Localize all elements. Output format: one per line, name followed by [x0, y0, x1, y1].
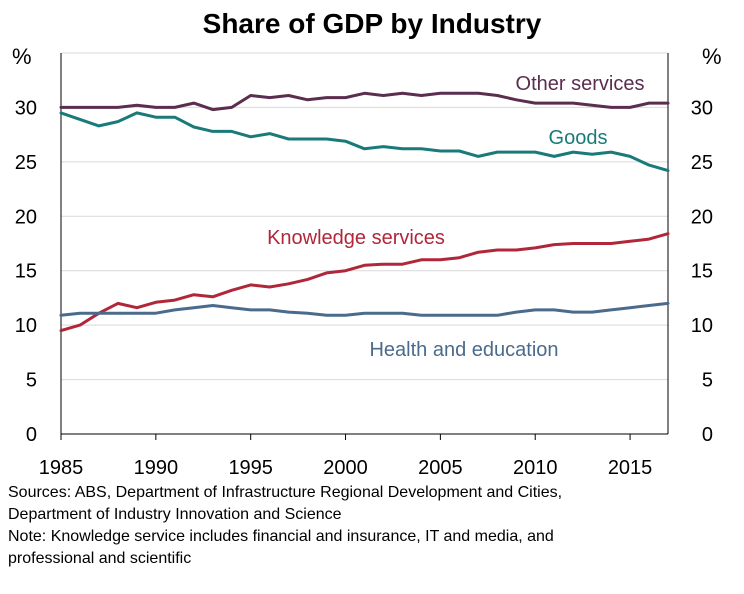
- footnotes: Sources: ABS, Department of Infrastructu…: [8, 482, 738, 570]
- y-axis-unit-right: %: [702, 44, 722, 69]
- x-tick-label: 1985: [39, 457, 84, 479]
- y-tick-label-right: 20: [691, 206, 713, 228]
- footnote-note-line-1: Note: Knowledge service includes financi…: [8, 528, 554, 545]
- y-tick-label-right: 25: [691, 152, 713, 174]
- series-line-goods: [59, 111, 670, 173]
- y-tick-label-right: 30: [691, 97, 713, 119]
- x-tick-label: 1995: [228, 457, 273, 479]
- x-tick-label: 2000: [323, 457, 368, 479]
- y-tick-label-right: 10: [691, 315, 713, 337]
- series-line-health-and-education: [59, 301, 670, 317]
- y-tick-label-left: 5: [26, 370, 37, 392]
- y-tick-label-left: 25: [15, 152, 37, 174]
- y-tick-label-left: 15: [15, 261, 37, 283]
- x-tick-label: 2005: [418, 457, 463, 479]
- y-tick-label-right: 5: [702, 370, 713, 392]
- footnote-note-line-2: professional and scientific: [8, 550, 192, 567]
- chart-title: Share of GDP by Industry: [202, 8, 542, 39]
- series-line-other-services: [59, 91, 670, 112]
- y-tick-label-left: 0: [26, 424, 37, 446]
- series-label-goods: Goods: [549, 127, 608, 149]
- y-tick-label-left: 20: [15, 206, 37, 228]
- x-tick-label: 2010: [513, 457, 558, 479]
- series-line-knowledge-services: [59, 232, 670, 333]
- series-label-other-services: Other services: [516, 73, 645, 95]
- footnote-sources-line-2: Department of Industry Innovation and Sc…: [8, 506, 342, 523]
- series-label-knowledge-services: Knowledge services: [267, 227, 445, 249]
- y-tick-label-left: 10: [15, 315, 37, 337]
- y-tick-label-right: 15: [691, 261, 713, 283]
- x-tick-label: 1990: [134, 457, 179, 479]
- series-label-health-and-education: Health and education: [369, 339, 558, 361]
- y-axis-unit-left: %: [12, 44, 32, 69]
- footnote-sources-line-1: Sources: ABS, Department of Infrastructu…: [8, 484, 563, 501]
- x-tick-label: 2015: [608, 457, 653, 479]
- y-tick-label-left: 30: [15, 97, 37, 119]
- y-tick-label-right: 0: [702, 424, 713, 446]
